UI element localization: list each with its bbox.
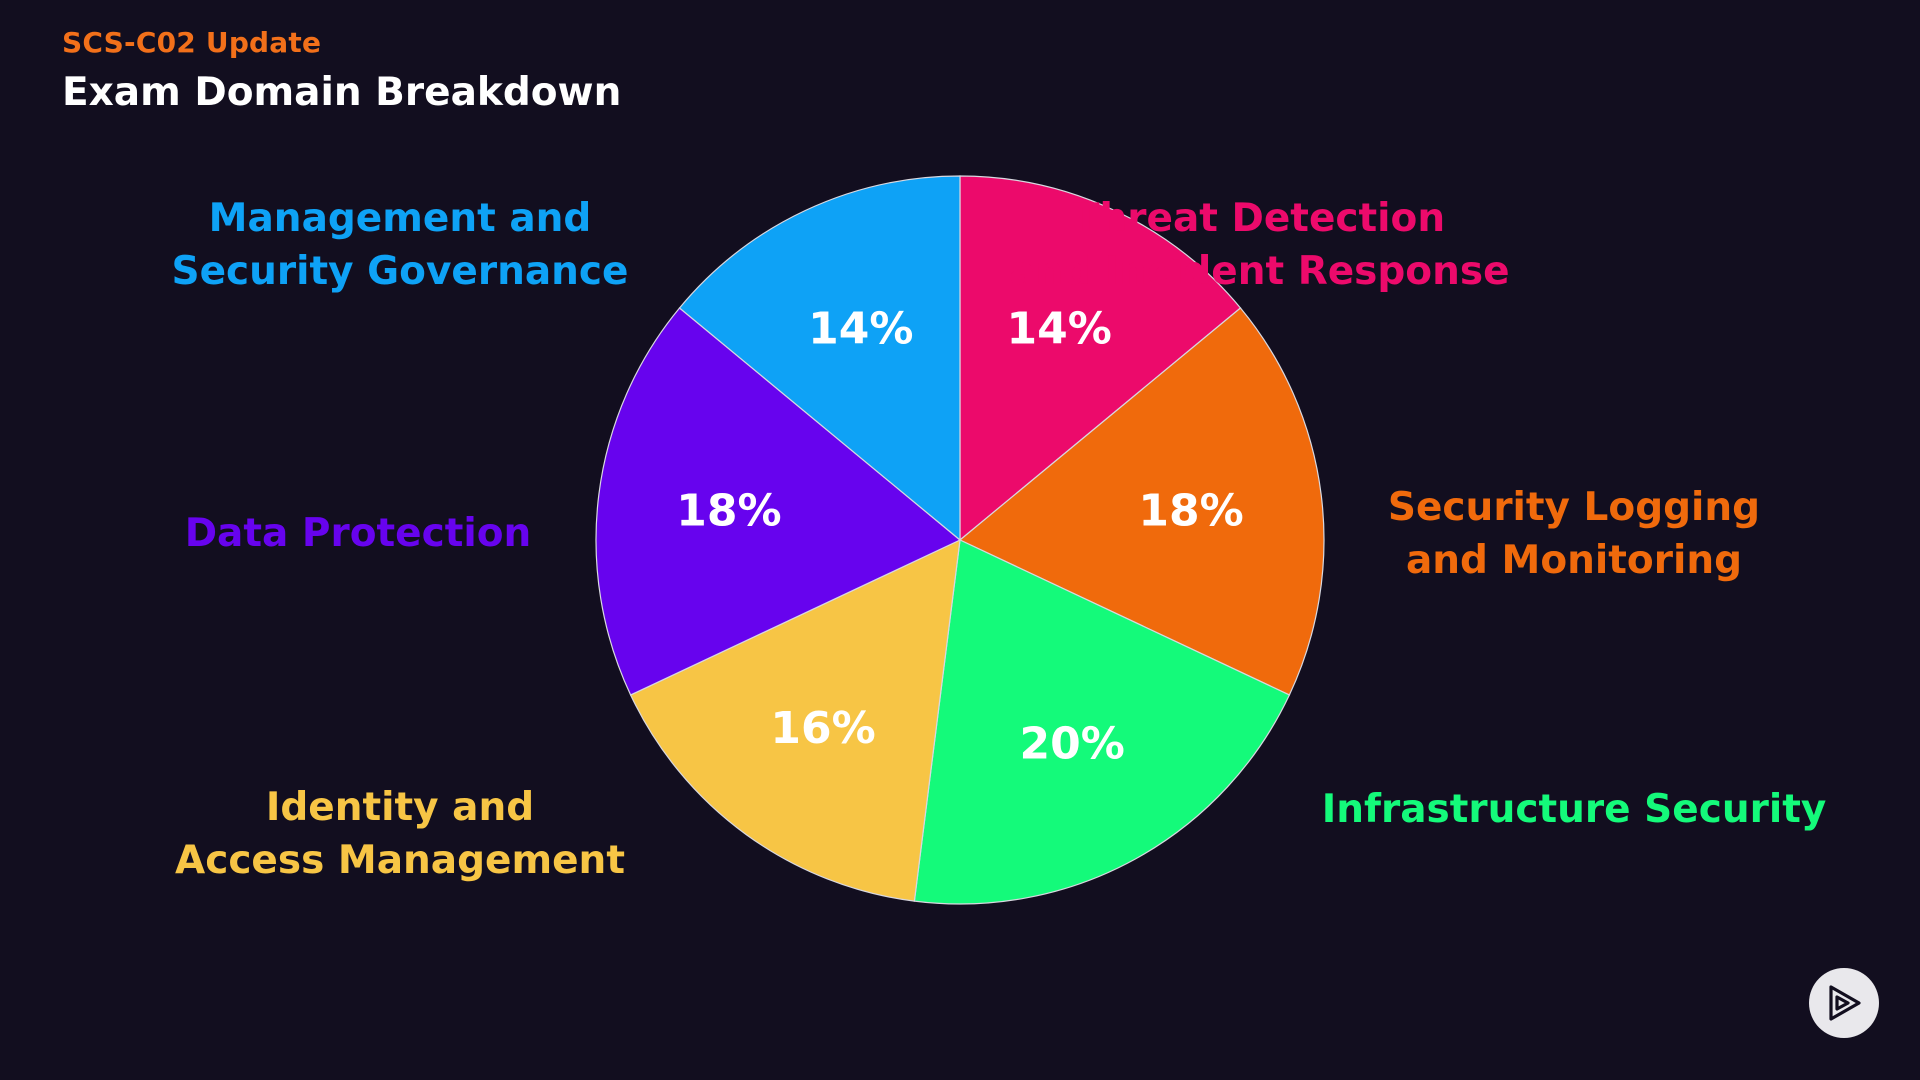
label-management-governance: Management and Security Governance [171,196,629,294]
pie-percent-management-governance: 14% [808,304,913,355]
label-identity-access: Identity and Access Management [175,785,625,883]
pie-slices [595,175,1325,905]
label-security-logging: Security Logging and Monitoring [1387,485,1761,583]
pie-slice-threat-detection [959,175,1242,542]
slide-title: Exam Domain Breakdown [62,70,622,115]
pie-slice-data-protection [595,307,962,696]
pie-slice-infrastructure-security [913,539,1291,905]
pie-slice-security-logging [958,307,1325,696]
label-infrastructure-security: Infrastructure Security [1321,787,1827,832]
pie-percent-identity-access: 16% [770,703,875,754]
label-threat-detection: Threat Detection and Incident Response [1009,196,1510,294]
label-data-protection: Data Protection [184,511,532,556]
pie-percent-data-protection: 18% [676,485,781,536]
play-button[interactable] [1809,968,1879,1038]
play-icon [1829,985,1861,1021]
pie-percent-infrastructure-security: 20% [1020,719,1125,770]
pie-percent-labels: 14% 18% 20% 16% 18% 14% [676,304,1244,770]
pie-percent-threat-detection: 14% [1007,304,1112,355]
pie-slice-identity-access [629,538,961,902]
pie-percent-security-logging: 18% [1138,485,1243,536]
pie-slice-management-governance [678,175,961,542]
slide-subtitle: SCS-C02 Update [62,26,322,59]
